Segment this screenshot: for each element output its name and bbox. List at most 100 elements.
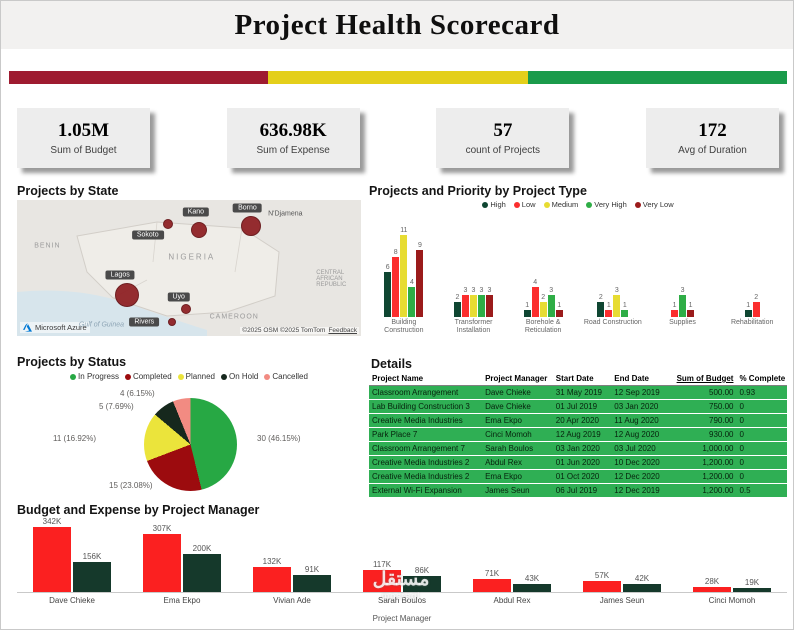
bar-value-label: 3 — [463, 286, 468, 294]
manager-group-abdul-rex: 71K 43K Abdul Rex — [457, 518, 567, 613]
map-bubble-sokoto[interactable] — [163, 219, 174, 230]
bar-expense-vivian-ade[interactable]: 91K — [293, 565, 331, 592]
bar-expense-dave-chieke[interactable]: 156K — [73, 552, 111, 592]
legend-item-planned[interactable]: Planned — [177, 372, 215, 381]
bar-value-label: 3 — [479, 286, 484, 294]
legend-item-completed[interactable]: Completed — [124, 372, 172, 381]
bar-high-rehabilitation[interactable]: 1 — [744, 302, 752, 317]
legend-item-low[interactable]: Low — [513, 200, 536, 209]
bar-pair: 57K 42K — [583, 518, 661, 592]
bar-low-supplies[interactable]: 1 — [671, 302, 679, 317]
legend-dot — [513, 201, 520, 208]
bar-medium-road-construction[interactable]: 3 — [613, 287, 621, 317]
column-header-project-manager[interactable]: Project Manager — [482, 372, 553, 386]
manager-name-label: Ema Ekpo — [163, 596, 201, 605]
bar-expense-james-seun[interactable]: 42K — [623, 574, 661, 592]
bar-value-label: 2 — [541, 294, 546, 301]
bar-very-high-supplies[interactable]: 3 — [679, 287, 687, 317]
bar-low-building-construction[interactable]: 8 — [392, 249, 400, 317]
bar-rect — [621, 309, 629, 317]
bar-expense-ema-ekpo[interactable]: 200K — [183, 544, 221, 592]
legend-dot — [543, 201, 550, 208]
cell-sum-of-budget: 1,200.00 — [669, 455, 737, 470]
bar-very-low-borehole-reticulation[interactable]: 1 — [555, 302, 563, 317]
state-map[interactable]: Microsoft Azure ©2025 OSM ©2025 TomTom Fe… — [17, 200, 361, 336]
column-header-project-name[interactable]: Project Name — [369, 372, 483, 386]
map-bubble-rivers[interactable] — [167, 318, 176, 327]
bar-very-low-transformer-installation[interactable]: 3 — [486, 287, 493, 317]
priority-plot: 6 8 11 4 9 Building Construction 2 3 3 3 3 Transfor… — [369, 211, 787, 337]
legend-item-very-high[interactable]: Very High — [586, 200, 627, 209]
map-bubble-kano[interactable] — [191, 221, 208, 238]
bar-budget-dave-chieke[interactable]: 342K — [33, 517, 71, 592]
bar-budget-ema-ekpo[interactable]: 307K — [143, 524, 181, 592]
bar-expense-abdul-rex[interactable]: 43K — [513, 574, 551, 592]
bar-value-label: 71K — [484, 568, 500, 578]
legend-label: Planned — [185, 372, 215, 381]
map-bubble-uyo[interactable] — [180, 303, 191, 314]
manager-group-dave-chieke: 342K 156K Dave Chieke — [17, 517, 127, 613]
bar-medium-borehole-reticulation[interactable]: 2 — [539, 294, 547, 317]
status-pie[interactable] — [144, 398, 237, 491]
table-row[interactable]: Creative Media Industries Ema Ekpo 20 Apr … — [369, 413, 787, 428]
bar-very-high-transformer-installation[interactable]: 3 — [478, 286, 485, 317]
bar-high-borehole-reticulation[interactable]: 1 — [523, 302, 531, 317]
legend-item-high[interactable]: High — [482, 200, 506, 209]
bar-low-transformer-installation[interactable]: 3 — [462, 286, 469, 317]
bar-rect — [583, 581, 621, 592]
bar-rect — [547, 294, 555, 317]
legend-label: Very Low — [642, 200, 674, 209]
column-header-sum-of-budget[interactable]: Sum of Budget — [669, 372, 737, 386]
bar-rect — [293, 574, 331, 592]
column-header-end-date[interactable]: End Date — [611, 372, 670, 386]
map-bubble-lagos[interactable] — [115, 283, 140, 308]
cell-sum-of-budget: 750.00 — [669, 399, 737, 414]
map-bubble-borno[interactable] — [240, 215, 261, 236]
feedback-link[interactable]: Feedback — [328, 327, 357, 334]
bar-rect — [454, 302, 461, 317]
bar-very-low-supplies[interactable]: 1 — [687, 302, 695, 317]
bar-budget-abdul-rex[interactable]: 71K — [473, 569, 511, 592]
bar-expense-sarah-boulos[interactable]: 86K — [403, 566, 441, 592]
legend-item-very-low[interactable]: Very Low — [634, 200, 674, 209]
bar-high-building-construction[interactable]: 6 — [384, 264, 392, 317]
bar-high-transformer-installation[interactable]: 2 — [454, 294, 461, 317]
bar-group-supplies: 1 3 1 Supplies — [648, 225, 718, 337]
legend-item-in-progress[interactable]: In Progress — [70, 372, 119, 381]
legend-item-on-hold[interactable]: On Hold — [221, 372, 258, 381]
bar-budget-vivian-ade[interactable]: 132K — [253, 557, 291, 592]
bar-budget-cinci-momoh[interactable]: 28K — [693, 577, 731, 592]
legend-dot — [634, 201, 641, 208]
table-row[interactable]: Classroom Arrangement Dave Chieke 31 May 2… — [369, 385, 787, 400]
bar-medium-transformer-installation[interactable]: 3 — [470, 287, 477, 317]
manager-name-label: Sarah Boulos — [377, 596, 427, 605]
bar-very-high-borehole-reticulation[interactable]: 3 — [547, 287, 555, 317]
legend-item-medium[interactable]: Medium — [543, 200, 578, 209]
color-stripe — [9, 71, 787, 84]
legend-item-cancelled[interactable]: Cancelled — [264, 372, 308, 381]
table-row[interactable]: Creative Media Industries 2 Ema Ekpo 01 Oc… — [369, 469, 787, 484]
bar-low-rehabilitation[interactable]: 2 — [752, 294, 760, 317]
bar-rect — [539, 302, 547, 317]
bar-budget-sarah-boulos[interactable]: 117K — [363, 560, 401, 592]
bar-medium-building-construction[interactable]: 11 — [400, 227, 407, 317]
bar-very-high-road-construction[interactable]: 1 — [621, 302, 629, 317]
bar-low-road-construction[interactable]: 1 — [605, 302, 613, 317]
table-row[interactable]: Creative Media Industries 2 Abdul Rex 01 J… — [369, 455, 787, 470]
map-label-sokoto: Sokoto — [131, 230, 164, 240]
table-row[interactable]: Park Place 7 Cinci Momoh 12 Aug 2019 12 Aug… — [369, 427, 787, 442]
geo-label-n-djamena: N'Djamena — [268, 210, 303, 218]
bar-value-label: 19K — [744, 578, 760, 588]
bar-very-low-building-construction[interactable]: 9 — [416, 242, 424, 317]
table-row[interactable]: External Wi-Fi Expansion James Seun 06 Jul… — [369, 483, 787, 498]
table-row[interactable]: Lab Building Construction 3 Dave Chieke 01… — [369, 399, 787, 414]
bar-low-borehole-reticulation[interactable]: 4 — [531, 279, 539, 317]
table-row[interactable]: Classroom Arrangement 7 Sarah Boulos 03 Ja… — [369, 441, 787, 456]
column-header-complete[interactable]: % Complete — [736, 372, 787, 386]
cell-project-manager: Ema Ekpo — [482, 413, 553, 428]
bar-expense-cinci-momoh[interactable]: 19K — [733, 578, 771, 592]
bar-budget-james-seun[interactable]: 57K — [583, 571, 621, 592]
bar-high-road-construction[interactable]: 2 — [597, 294, 605, 317]
column-header-start-date[interactable]: Start Date — [552, 372, 612, 386]
bar-very-high-building-construction[interactable]: 4 — [408, 279, 416, 317]
